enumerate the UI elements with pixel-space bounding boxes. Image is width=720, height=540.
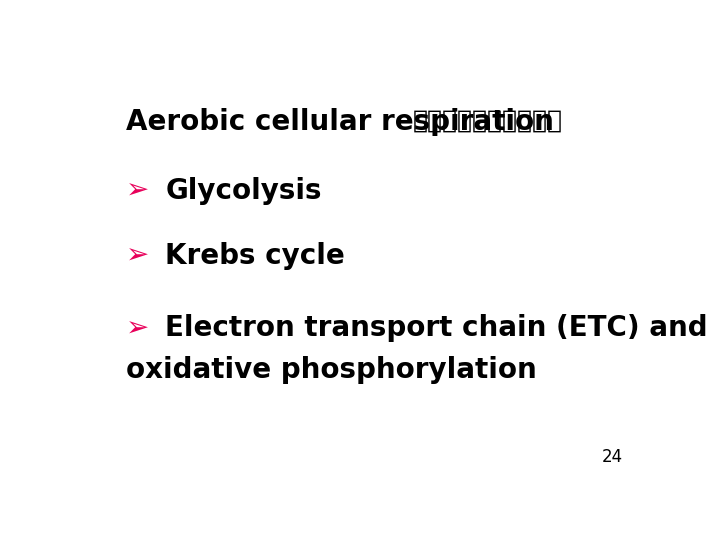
- Text: ➢: ➢: [126, 314, 150, 342]
- Text: ➢: ➢: [126, 177, 150, 205]
- Text: Krebs cycle: Krebs cycle: [166, 241, 345, 269]
- Text: Aerobic cellular respiration: Aerobic cellular respiration: [126, 109, 564, 137]
- Text: ➢: ➢: [126, 241, 150, 269]
- Text: Glycolysis: Glycolysis: [166, 177, 322, 205]
- Text: Electron transport chain (ETC) and: Electron transport chain (ETC) and: [166, 314, 708, 342]
- Text: oxidative phosphorylation: oxidative phosphorylation: [126, 356, 537, 384]
- Text: ประกอบด้วย: ประกอบด้วย: [413, 109, 562, 132]
- Text: 24: 24: [602, 448, 623, 466]
